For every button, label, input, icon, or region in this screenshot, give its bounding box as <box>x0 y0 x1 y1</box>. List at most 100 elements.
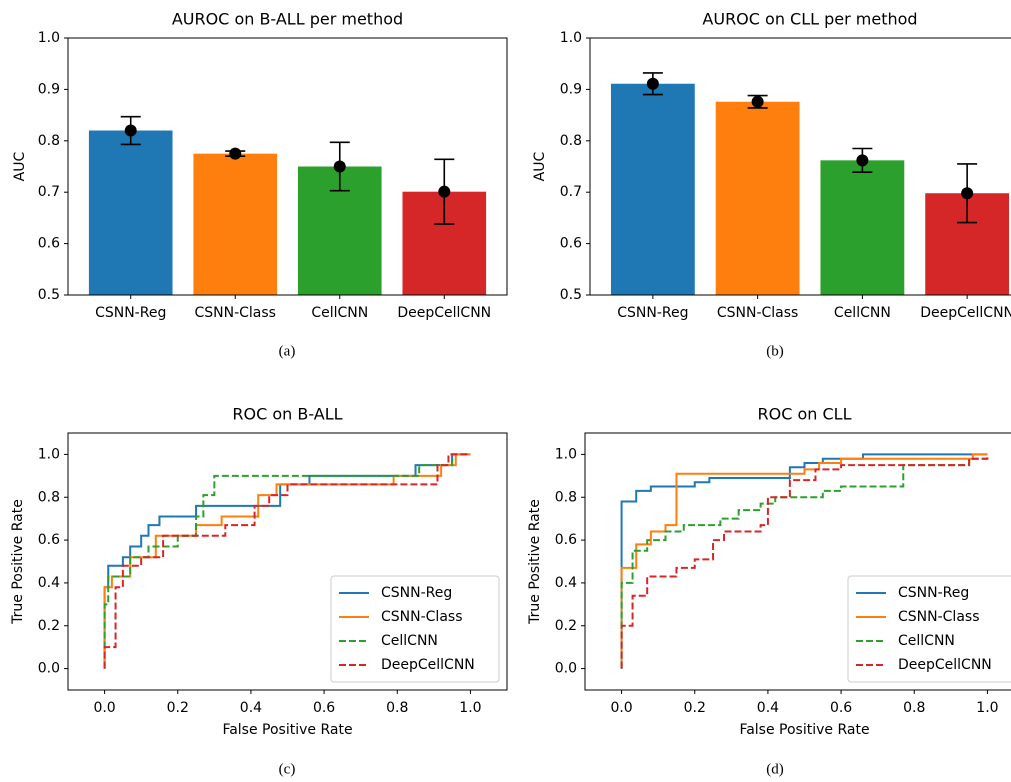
x-tick-label: CSNN-Reg <box>617 305 688 321</box>
x-tick-label: DeepCellCNN <box>920 305 1011 321</box>
chart-title: AUROC on B-ALL per method <box>172 10 403 29</box>
y-axis-label: True Positive Rate <box>527 499 543 625</box>
mean-point <box>751 95 764 108</box>
plot-area <box>620 453 989 669</box>
legend: CSNN-Reg CSNN-Class CellCNN DeepCellCNN <box>847 575 1011 683</box>
plot-area <box>103 453 471 669</box>
legend-label: CSNN-Reg <box>381 585 452 601</box>
roc-line <box>620 454 989 669</box>
caption: (b) <box>766 343 784 359</box>
y-tick-label: 0.8 <box>38 133 60 149</box>
x-tick-label: CSNN-Class <box>194 305 276 321</box>
y-tick-label: 0.9 <box>560 81 582 97</box>
panel: AUROC on B-ALL per method AUC (a) 0.5 0.6 0.7… <box>12 10 508 359</box>
y-tick-label: 0.0 <box>38 661 60 677</box>
plot-area <box>610 72 1010 295</box>
x-tick-label: 0.6 <box>313 700 335 716</box>
x-tick-label: 0.0 <box>610 700 632 716</box>
y-tick-label: 0.8 <box>560 133 582 149</box>
y-axis-label: AUC <box>532 151 548 181</box>
y-tick-label: 0.8 <box>38 489 60 505</box>
y-tick-label: 0.5 <box>560 287 582 303</box>
x-tick-label: DeepCellCNN <box>397 305 491 321</box>
axes-frame <box>584 432 1011 691</box>
y-tick-label: 1.0 <box>38 30 60 46</box>
x-tick-label: 1.0 <box>459 700 481 716</box>
panel: ROC on B-ALL True Positive Rate (c) 0.0 0.2 0… <box>10 405 508 777</box>
legend-label: CellCNN <box>898 633 955 649</box>
chart-title: AUROC on CLL per method <box>702 10 917 29</box>
y-axis-label: True Positive Rate <box>10 499 26 625</box>
bar <box>715 101 800 295</box>
legend-box <box>330 575 500 683</box>
x-tick-label: 0.4 <box>240 700 262 716</box>
plot-area <box>88 115 487 295</box>
chart-title: ROC on B-ALL <box>232 405 342 424</box>
x-tick-label: 1.0 <box>976 700 998 716</box>
x-tick-label: 0.8 <box>903 700 925 716</box>
y-tick-label: 1.0 <box>38 446 60 462</box>
legend-label: CSNN-Reg <box>898 585 969 601</box>
chart-title: ROC on CLL <box>758 405 852 424</box>
y-tick-label: 0.6 <box>560 236 582 252</box>
y-tick-label: 0.0 <box>555 661 577 677</box>
axes-frame <box>67 432 508 691</box>
mean-point <box>438 185 451 198</box>
y-tick-label: 0.8 <box>555 489 577 505</box>
panel: ROC on CLL True Positive Rate (d) 0.0 0.2 0.4… <box>527 405 1011 777</box>
x-axis-label: False Positive Rate <box>222 722 352 738</box>
mean-point <box>961 187 974 200</box>
x-tick-label: 0.4 <box>757 700 779 716</box>
caption: (c) <box>279 761 296 777</box>
y-tick-label: 0.9 <box>38 81 60 97</box>
x-tick-label: CSNN-Class <box>717 305 799 321</box>
x-tick-label: CSNN-Reg <box>95 305 166 321</box>
y-tick-label: 1.0 <box>560 30 582 46</box>
mean-point <box>333 160 346 173</box>
legend-label: DeepCellCNN <box>898 657 992 673</box>
y-tick-label: 0.4 <box>38 575 60 591</box>
legend-label: CSNN-Class <box>898 609 980 625</box>
x-tick-label: 0.6 <box>830 700 852 716</box>
bar <box>820 160 905 295</box>
y-tick-label: 0.2 <box>555 618 577 634</box>
bar <box>88 130 173 295</box>
y-tick-label: 0.5 <box>38 287 60 303</box>
y-tick-label: 0.7 <box>560 184 582 200</box>
x-axis-label: False Positive Rate <box>739 722 869 738</box>
y-tick-label: 0.2 <box>38 618 60 634</box>
legend-box <box>847 575 1011 683</box>
x-tick-label: CellCNN <box>834 305 891 321</box>
mean-point <box>124 124 137 137</box>
caption: (a) <box>279 343 296 359</box>
roc-line <box>620 453 988 669</box>
roc-line <box>620 457 988 669</box>
panel: AUROC on CLL per method AUC (b) 0.5 0.6 0.7 0.… <box>532 10 1011 359</box>
bar <box>193 153 278 295</box>
legend-label: CSNN-Class <box>381 609 463 625</box>
y-tick-label: 1.0 <box>555 446 577 462</box>
roc-line <box>103 453 471 669</box>
x-tick-label: CellCNN <box>311 305 368 321</box>
y-tick-label: 0.6 <box>38 532 60 548</box>
legend-label: CellCNN <box>381 633 438 649</box>
axes-frame <box>67 37 508 296</box>
x-tick-label: 0.0 <box>93 700 115 716</box>
y-tick-label: 0.6 <box>555 532 577 548</box>
axes-frame <box>589 37 1011 296</box>
y-tick-label: 0.6 <box>38 236 60 252</box>
legend-label: DeepCellCNN <box>381 657 475 673</box>
x-tick-label: 0.2 <box>684 700 706 716</box>
bar <box>610 83 695 295</box>
x-tick-label: 0.8 <box>386 700 408 716</box>
legend: CSNN-Reg CSNN-Class CellCNN DeepCellCNN <box>330 575 500 683</box>
roc-line <box>620 453 988 669</box>
mean-point <box>646 77 659 90</box>
x-tick-label: 0.2 <box>167 700 189 716</box>
mean-point <box>856 154 869 167</box>
caption: (d) <box>766 761 784 777</box>
y-tick-label: 0.7 <box>38 184 60 200</box>
y-tick-label: 0.4 <box>555 575 577 591</box>
